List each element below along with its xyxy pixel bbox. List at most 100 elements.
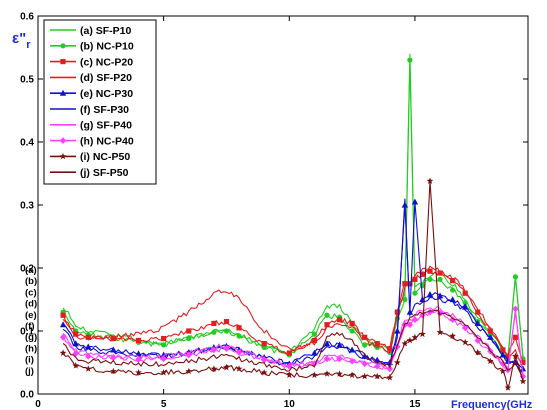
curve-label: (h) — [25, 343, 37, 354]
legend-entry: (i) NC-P50 — [50, 151, 130, 163]
curve-label: (i) — [25, 355, 34, 366]
data-point — [211, 329, 217, 335]
y-tick-label: 0.1 — [20, 327, 34, 338]
data-point — [336, 341, 343, 348]
data-point — [186, 328, 192, 334]
x-axis-title: Frequency(GHz — [451, 399, 533, 410]
legend-label: (f) SF-P30 — [80, 104, 129, 116]
curve-label: (c) — [25, 287, 37, 298]
data-point — [406, 321, 414, 329]
data-point — [406, 336, 414, 344]
data-point — [223, 318, 230, 325]
y-tick-label: 0.0 — [20, 390, 34, 401]
data-point — [236, 333, 242, 339]
data-point — [374, 341, 380, 347]
x-tick-label: 15 — [409, 399, 421, 410]
y-tick-label: 0.5 — [20, 75, 34, 86]
data-point — [461, 324, 469, 332]
series-line — [62, 265, 524, 369]
data-point — [474, 348, 482, 356]
x-tick-label: 0 — [35, 399, 41, 410]
data-point — [84, 365, 92, 372]
legend-label: (i) NC-P50 — [80, 151, 130, 163]
data-point — [186, 335, 192, 342]
data-point — [427, 276, 433, 282]
data-point — [85, 334, 91, 340]
legend-label: (a) SF-P10 — [80, 25, 132, 37]
data-point — [311, 371, 318, 378]
legend-marker — [60, 43, 66, 49]
curve-label: (f) — [25, 321, 35, 332]
curve-label: (d) — [25, 299, 37, 310]
data-point — [419, 330, 426, 338]
data-point — [85, 343, 92, 350]
series-line — [62, 309, 524, 382]
data-point — [210, 346, 218, 354]
data-point — [407, 281, 413, 287]
data-point — [324, 312, 330, 318]
data-point — [135, 369, 142, 376]
legend-marker — [59, 89, 67, 96]
legend-label: (c) NC-P20 — [80, 56, 133, 68]
data-point — [185, 367, 193, 375]
legend-label: (g) SF-P40 — [80, 120, 132, 132]
data-point — [394, 309, 400, 315]
data-point — [73, 331, 79, 337]
legend-entry: (h) NC-P40 — [50, 135, 134, 147]
plot-lines — [59, 53, 527, 391]
data-point — [135, 355, 142, 363]
data-point — [461, 338, 469, 346]
data-point — [402, 296, 408, 303]
data-point — [235, 365, 243, 372]
data-point — [361, 372, 369, 380]
data-point — [475, 309, 481, 315]
data-point — [336, 317, 343, 323]
y-tick-label: 0.4 — [20, 138, 34, 149]
legend-marker — [59, 152, 67, 160]
data-point — [223, 363, 230, 371]
series-d-sf-p20 — [62, 265, 524, 369]
curve-label: (g) — [25, 332, 37, 343]
data-point — [427, 268, 433, 274]
data-point — [160, 355, 167, 363]
legend-entry: (g) SF-P40 — [50, 120, 132, 132]
curve-label: (j) — [25, 366, 34, 377]
data-point — [487, 328, 493, 334]
data-point — [426, 177, 434, 184]
legend-entry: (e) NC-P30 — [50, 88, 133, 100]
x-tick-label: 5 — [161, 399, 167, 410]
data-point — [72, 350, 79, 358]
data-point — [323, 340, 331, 347]
legend-entry: (j) SF-P50 — [50, 167, 129, 179]
data-point — [185, 351, 192, 359]
data-point — [512, 352, 519, 360]
curve-labels: (a)(b)(c)(d)(e)(f)(g)(h)(i)(j) — [25, 265, 37, 377]
data-point — [411, 333, 419, 341]
data-point — [519, 365, 527, 372]
series-h-nc-p40 — [59, 305, 527, 380]
data-point — [260, 369, 268, 376]
series-j-sf-p50 — [62, 309, 524, 382]
data-point — [412, 276, 418, 282]
data-point — [72, 362, 80, 369]
data-point — [110, 367, 117, 375]
data-point — [512, 334, 519, 340]
data-point — [520, 359, 526, 366]
y-tick-label: 0.6 — [20, 12, 34, 23]
data-point — [411, 198, 419, 205]
legend-marker — [59, 137, 67, 144]
data-point — [500, 347, 506, 353]
legend-label: (h) NC-P40 — [80, 135, 134, 147]
data-point — [449, 332, 456, 339]
y-axis-title: ε"r — [12, 30, 31, 51]
data-point — [211, 320, 217, 327]
data-point — [261, 341, 267, 347]
data-point — [374, 362, 381, 370]
data-point — [361, 360, 368, 368]
data-point — [59, 349, 67, 356]
legend-marker — [60, 59, 66, 65]
legend-label: (b) NC-P10 — [80, 41, 134, 53]
data-point — [436, 292, 444, 299]
data-point — [223, 328, 230, 334]
